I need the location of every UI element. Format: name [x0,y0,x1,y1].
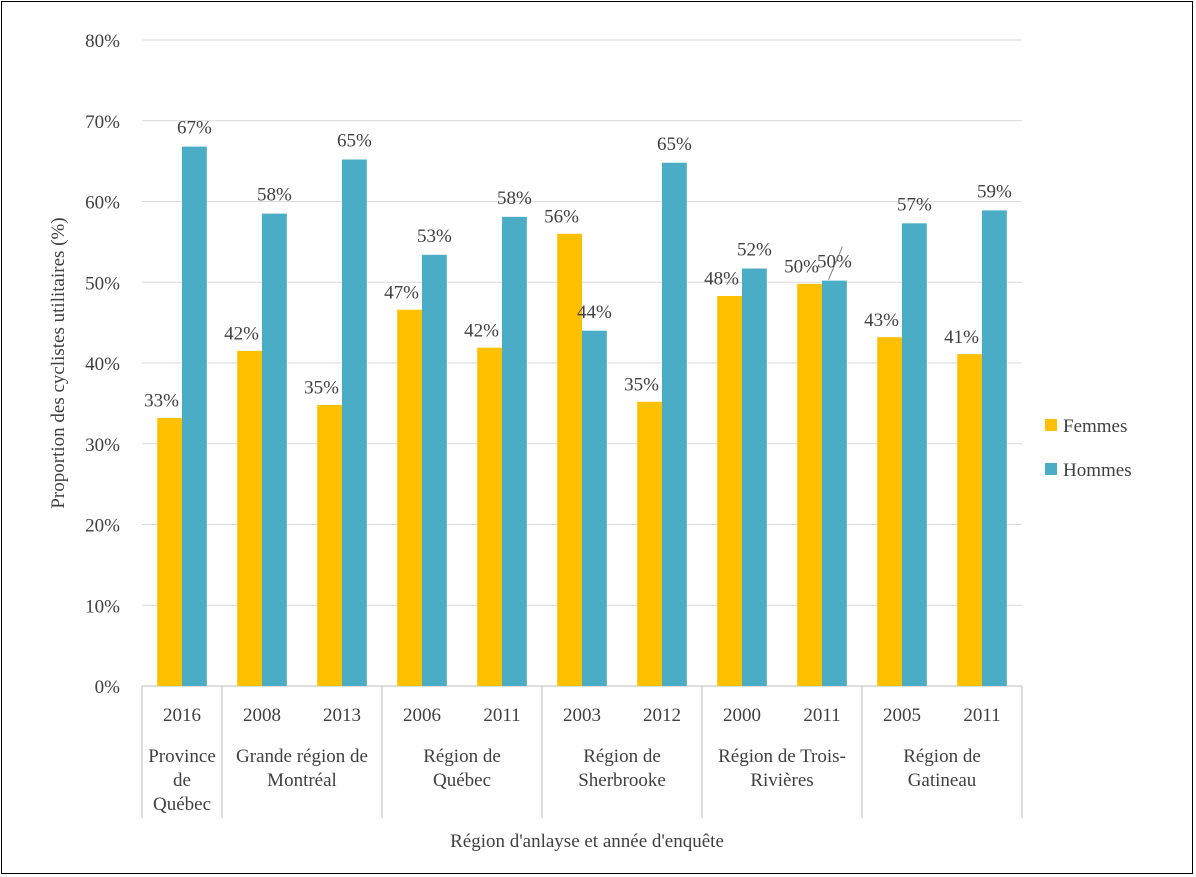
bar-femmes [637,401,662,686]
bar-femmes [957,354,982,686]
data-label-femmes: 56% [544,206,579,227]
x-group-label: Sherbrooke [578,770,666,791]
bar-hommes [422,254,447,687]
y-axis-title: Proportion des cyclistes utilitaires (%) [48,217,69,508]
x-tick-year: 2011 [803,705,840,726]
x-tick-year: 2011 [483,705,520,726]
data-label-femmes: 50% [784,257,819,278]
x-axis-title: Région d'anlayse et année d'enquête [450,831,724,852]
data-label-hommes: 53% [417,226,452,247]
data-label-femmes: 43% [864,310,899,331]
data-label-hommes: 52% [737,240,772,261]
data-label-femmes: 35% [624,374,659,395]
y-tick-label: 70% [85,112,120,133]
bar-femmes [557,233,582,687]
bar-femmes [717,295,742,686]
x-group-label: Région de [903,746,981,767]
bar-femmes [317,404,342,686]
data-label-hommes: 58% [497,188,532,209]
x-tick-year: 2003 [563,705,601,726]
x-group-label: Québec [433,770,491,791]
x-group-label: Région de [423,746,501,767]
x-group-label: Gatineau [908,770,977,791]
bar-hommes [502,216,527,686]
data-label-femmes: 35% [304,378,339,399]
data-label-femmes: 41% [944,327,979,348]
data-label-femmes: 48% [704,269,739,290]
data-label-hommes: 58% [257,185,292,206]
bar-hommes [182,146,207,687]
y-tick-label: 10% [85,596,120,617]
data-label-femmes: 47% [384,282,419,303]
bar-hommes [342,159,367,686]
data-label-hommes: 50% [817,252,852,273]
y-tick-label: 50% [85,273,120,294]
data-label-hommes: 44% [577,302,612,323]
x-tick-year: 2006 [403,705,441,726]
bar-femmes [237,350,262,686]
x-group-label: Région de Trois- [718,746,846,767]
bar-hommes [742,268,767,686]
bar-femmes [477,347,502,686]
data-label-hommes: 59% [977,181,1012,202]
x-tick-year: 2016 [163,705,201,726]
data-label-femmes: 42% [224,324,259,345]
data-label-hommes: 65% [657,134,692,155]
x-group-label: Région de [583,746,661,767]
data-label-hommes: 65% [337,131,372,152]
legend-swatch-femmes [1045,419,1057,431]
bar-hommes [262,213,287,687]
data-label-hommes: 57% [897,194,932,215]
x-group-label: Province [148,746,216,767]
y-tick-label: 80% [85,31,120,52]
leader-line [827,246,843,281]
y-tick-label: 30% [85,435,120,456]
bar-hommes [902,223,927,687]
x-group-label: Rivières [750,770,813,791]
bar-femmes [797,283,822,686]
x-tick-year: 2000 [723,705,761,726]
x-tick-year: 2012 [643,705,681,726]
x-group-label: de [173,770,191,791]
y-tick-label: 0% [95,677,121,698]
x-group-label: Grande région de [236,746,368,767]
legend-swatch-hommes [1045,463,1057,475]
bar-femmes [877,337,902,686]
data-label-hommes: 67% [177,118,212,139]
data-label-femmes: 42% [464,320,499,341]
legend-label-hommes: Hommes [1063,460,1132,481]
bar-femmes [397,309,422,686]
data-label-femmes: 33% [144,391,179,412]
y-tick-label: 20% [85,516,120,537]
x-tick-year: 2008 [243,705,281,726]
x-group-label: Québec [153,794,211,815]
x-group-label: Montréal [267,770,337,791]
bar-hommes [982,210,1007,686]
x-tick-year: 2005 [883,705,921,726]
bar-hommes [822,280,847,686]
legend-label-femmes: Femmes [1063,416,1127,437]
y-tick-label: 60% [85,193,120,214]
x-tick-year: 2011 [963,705,1000,726]
bar-hommes [662,162,687,687]
bar-femmes [157,417,182,686]
x-tick-year: 2013 [323,705,361,726]
y-tick-label: 40% [85,354,120,375]
bar-hommes [582,330,607,686]
